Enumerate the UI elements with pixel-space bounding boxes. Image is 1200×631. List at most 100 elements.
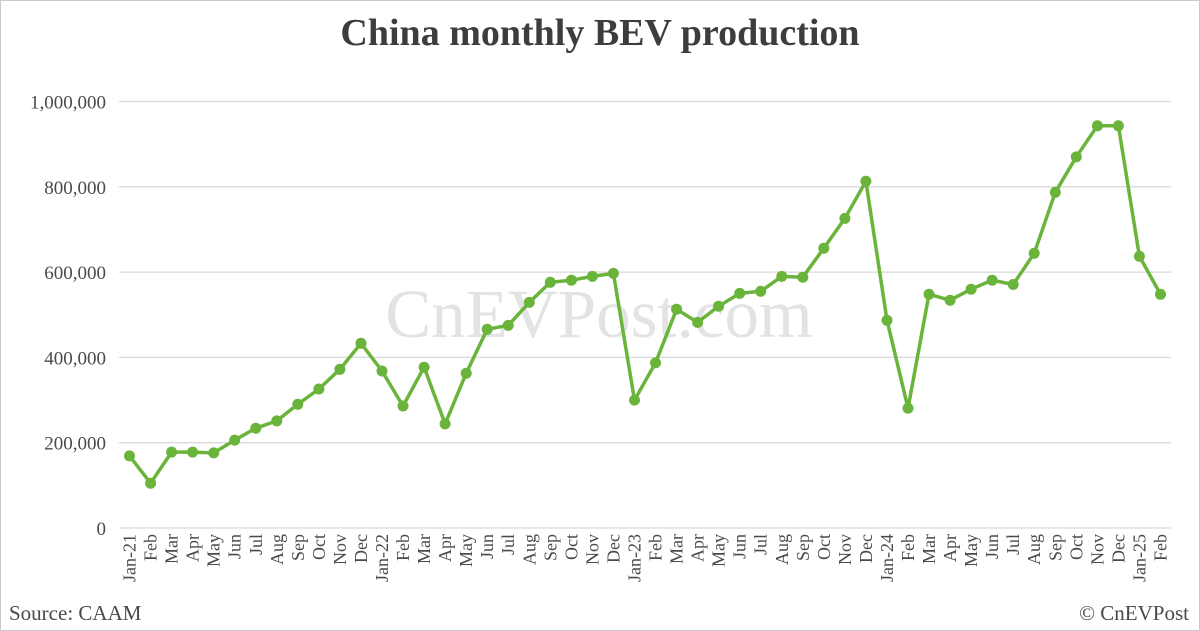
data-point-marker [692,316,704,328]
x-axis-tick-label: May [204,534,224,567]
data-point-marker [355,337,367,349]
data-point-marker [439,418,451,430]
y-axis-tick-label: 400,000 [44,348,106,369]
x-axis-tick-label: Mar [667,534,687,564]
data-point-marker [313,383,325,395]
data-point-marker [418,361,430,373]
data-point-marker [460,367,472,379]
y-axis-tick-label: 1,000,000 [30,93,106,114]
x-axis-tick-label: May [709,534,729,567]
data-point-marker [818,242,830,254]
x-axis-tick-labels: Jan-21 Feb Mar Apr May Jun Jul Aug Sep Oct Nov Dec J… [120,534,1171,582]
data-point-marker [797,271,809,283]
x-axis-tick-label: Nov [1087,534,1107,565]
x-axis-tick-label: May [456,534,476,567]
x-axis-tick-label: Nov [582,534,602,565]
data-point-marker [271,415,283,427]
x-axis-tick-label: Apr [688,534,708,562]
data-point-marker [1070,151,1082,163]
x-axis-tick-label: Dec [603,534,623,563]
x-axis-tick-label: Jun [730,534,750,559]
chart-title: China monthly BEV production [340,12,860,54]
data-point-marker [208,447,220,459]
data-point-marker [1028,247,1040,259]
data-point-marker [481,323,493,335]
x-axis-tick-label: Sep [288,534,308,561]
data-point-marker [881,314,893,326]
x-axis-tick-label: Feb [646,534,666,561]
x-axis-tick-label: Mar [162,534,182,564]
x-axis-tick-label: Oct [309,534,329,560]
x-axis-tick-label: May [961,534,981,567]
x-axis-tick-label: Nov [835,534,855,565]
x-axis-tick-label: Jan-23 [624,534,644,582]
data-point-marker [755,285,767,297]
source-label: Source: CAAM [9,601,142,625]
data-point-marker [334,363,346,375]
x-axis-tick-label: Jul [1003,534,1023,555]
x-axis-tick-label: Feb [898,534,918,561]
x-axis-tick-label: Oct [561,534,581,560]
data-point-marker [145,477,157,489]
x-axis-tick-label: Aug [267,534,287,565]
x-axis-tick-label: Jul [751,534,771,555]
x-axis-tick-label: Dec [1108,534,1128,563]
data-point-marker [839,212,851,224]
x-axis-tick-label: Sep [1045,534,1065,561]
x-axis-tick-label: Jun [225,534,245,559]
data-point-marker [1049,186,1061,198]
data-point-marker [523,296,535,308]
x-axis-tick-label: Jul [498,534,518,555]
y-axis-tick-label: 200,000 [44,434,106,455]
data-point-marker [565,274,577,286]
data-point-marker [292,398,304,410]
data-point-marker [776,270,788,282]
data-point-markers [124,120,1166,489]
data-point-marker [376,365,388,377]
data-point-marker [124,450,135,462]
x-axis-tick-label: Oct [814,534,834,560]
data-point-marker [629,394,640,406]
data-point-marker [229,434,241,446]
x-axis-tick-label: Apr [940,534,960,562]
data-point-marker [607,267,619,279]
data-point-marker [902,402,914,414]
data-point-marker [1133,250,1145,262]
y-axis-tick-label: 0 [97,519,107,540]
x-axis-tick-label: Feb [393,534,413,561]
x-axis-tick-label: Jan-22 [372,534,392,582]
data-point-marker [1112,120,1124,132]
y-axis-tick-label: 600,000 [44,263,106,284]
data-point-marker [1155,288,1166,300]
watermark: CnEVPost.com [385,276,812,352]
data-point-marker [544,276,556,288]
data-point-marker [734,287,746,299]
data-point-marker [250,422,262,434]
x-axis-tick-label: Mar [414,534,434,564]
data-point-marker [860,175,872,187]
data-point-marker [166,446,178,458]
x-axis-tick-label: Dec [351,534,371,563]
data-point-marker [187,446,199,458]
x-axis-tick-label: Aug [519,534,539,565]
x-axis-tick-label: Jan-25 [1129,534,1149,582]
x-axis-tick-label: Jul [246,534,266,555]
y-axis-tick-label: 800,000 [44,178,106,199]
x-axis-tick-label: Oct [1066,534,1086,560]
x-axis-tick-label: Apr [435,534,455,562]
x-axis-tick-label: Apr [183,534,203,562]
x-axis-tick-label: Aug [772,534,792,565]
data-point-marker [1007,279,1019,290]
x-axis-tick-label: Aug [1024,534,1044,565]
x-axis-tick-label: Jun [477,534,497,559]
data-point-marker [397,400,409,412]
data-point-marker [650,357,661,369]
x-axis-tick-label: Jun [982,534,1002,559]
data-point-marker [986,274,998,286]
data-point-marker [671,303,683,315]
x-axis-tick-label: Sep [540,534,560,561]
data-point-marker [713,300,725,312]
y-axis-tick-labels: 0 200,000 400,000 600,000 800,000 1,000,000 [30,93,106,541]
